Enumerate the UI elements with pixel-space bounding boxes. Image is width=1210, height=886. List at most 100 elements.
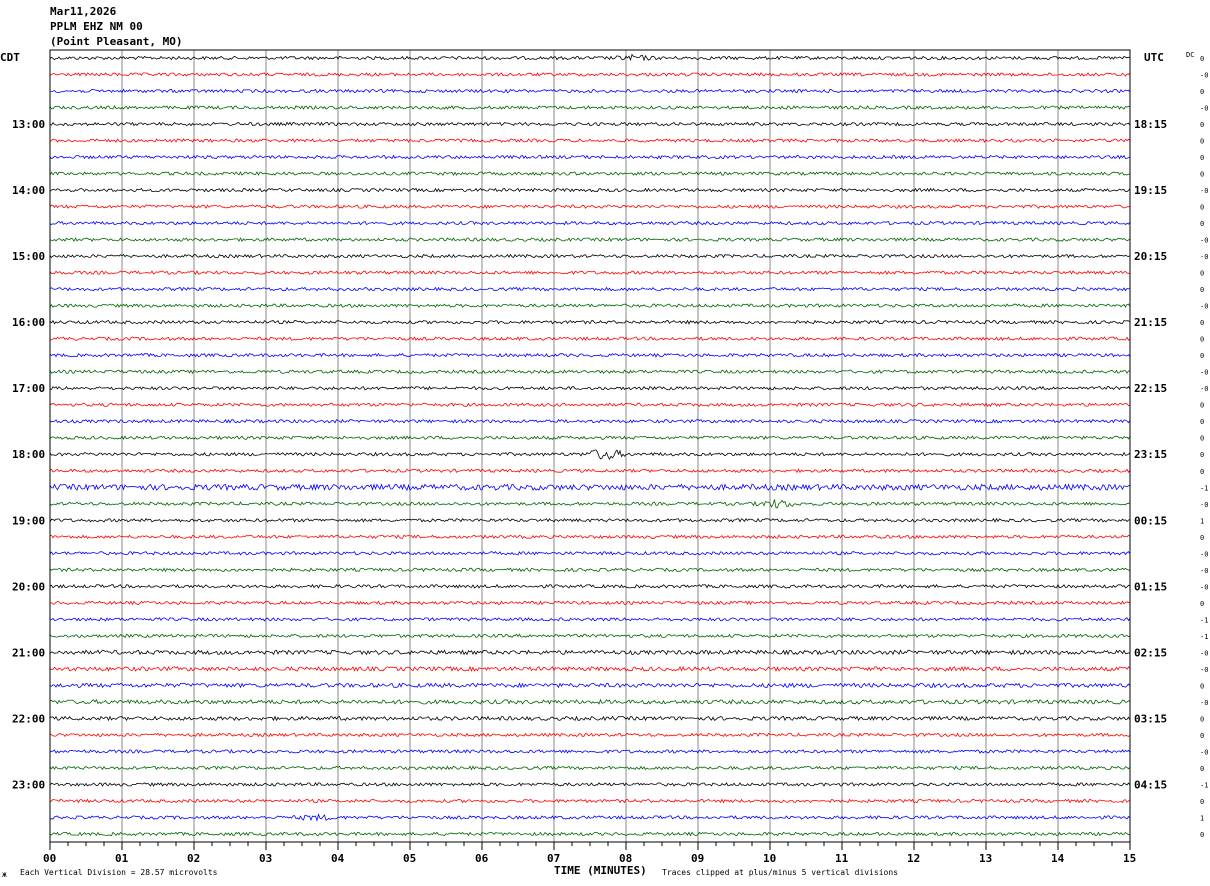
trace [49,220,1131,226]
trace [49,418,1131,424]
dc-offset: 0 [1200,732,1204,740]
trace [49,499,1131,509]
chart-date: Mar11,2026 [50,5,117,18]
left-hour-label: 22:00 [12,712,45,725]
dc-offset: -0 [1200,105,1208,113]
left-hour-label: 16:00 [12,316,45,329]
trace [49,534,1131,540]
trace [49,665,1131,672]
dc-offset: 0 [1200,418,1204,426]
trace [49,633,1131,639]
dc-offset: 0 [1200,468,1204,476]
x-tick-label: 07 [547,852,560,865]
dc-offset: 0 [1200,121,1204,129]
trace [49,732,1131,738]
x-tick-label: 09 [691,852,704,865]
dc-offset: 0 [1200,138,1204,146]
right-hour-label: 21:15 [1134,316,1167,329]
trace [49,517,1131,524]
x-tick-label: 00 [43,852,56,865]
dc-offset: -0 [1200,699,1208,707]
dc-offset: 0 [1200,682,1204,690]
trace [49,121,1131,127]
trace [49,831,1131,837]
left-axis-label: CDT [0,51,20,64]
dc-offset: 0 [1200,831,1204,839]
trace [49,72,1131,77]
right-hour-label: 04:15 [1134,778,1167,791]
right-hour-label: 02:15 [1134,646,1167,659]
dc-offset: -1 [1200,633,1208,641]
dc-offset: 0 [1200,336,1204,344]
x-tick-label: 05 [403,852,416,865]
left-hour-label: 18:00 [12,448,45,461]
trace [49,187,1131,193]
dc-offset: 0 [1200,451,1204,459]
dc-offset: 0 [1200,319,1204,327]
trace [49,88,1131,94]
dc-offset: -0 [1200,583,1208,591]
trace [49,798,1131,804]
dc-offset: 0 [1200,171,1204,179]
left-hour-label: 13:00 [12,118,45,131]
left-hour-label: 15:00 [12,250,45,263]
left-hour-label: 21:00 [12,646,45,659]
x-tick-label: 15 [1123,852,1136,865]
x-tick-label: 01 [115,852,129,865]
dc-offset: 0 [1200,270,1204,278]
trace [49,336,1131,342]
left-hour-label: 17:00 [12,382,45,395]
dc-offset: -0 [1200,253,1208,261]
trace [49,154,1131,160]
dc-offset: 1 [1200,517,1204,525]
trace [49,567,1131,573]
right-hour-label: 01:15 [1134,580,1167,593]
dc-offset: -0 [1200,666,1208,674]
dc-offset: 1 [1200,814,1204,822]
trace [49,303,1131,309]
dc-label: DC [1186,51,1194,59]
trace [49,253,1131,259]
dc-offset: -0 [1200,748,1208,756]
dc-offset: 0 [1200,402,1204,410]
trace [49,813,1131,822]
dc-offset: 0 [1200,286,1204,294]
right-hour-label: 22:15 [1134,382,1167,395]
dc-offset: -0 [1200,187,1208,195]
dc-offset: 0 [1200,352,1204,360]
trace [49,204,1131,210]
x-tick-label: 14 [1051,852,1065,865]
trace [49,765,1131,771]
trace [49,171,1131,177]
dc-offset: -0 [1200,550,1208,558]
dc-offset: -0 [1200,303,1208,311]
trace [49,319,1131,325]
right-hour-label: 19:15 [1134,184,1167,197]
left-hour-label: 19:00 [12,514,45,527]
trace [49,649,1131,656]
trace [49,402,1131,408]
dc-offset: -0 [1200,501,1208,509]
dc-offset: -0 [1200,649,1208,657]
dc-offset: 0 [1200,154,1204,162]
x-axis-label: TIME (MINUTES) [554,864,647,877]
x-tick-label: 12 [907,852,920,865]
right-hour-label: 00:15 [1134,514,1167,527]
plot-frame [49,49,1131,843]
dc-offset: -0 [1200,567,1208,575]
trace [49,600,1131,606]
trace [49,698,1131,705]
station-name: PPLM EHZ NM 00 [50,20,143,33]
left-hour-label: 14:00 [12,184,45,197]
right-hour-label: 23:15 [1134,448,1167,461]
x-tick-label: 11 [835,852,849,865]
trace [49,369,1131,375]
station-location: (Point Pleasant, MO) [50,35,183,48]
trace [49,483,1131,492]
trace [49,748,1131,754]
trace [49,138,1131,143]
dc-offset: 0 [1200,765,1204,773]
trace [49,237,1131,243]
trace [49,551,1131,556]
dc-offset: -1 [1200,616,1208,624]
